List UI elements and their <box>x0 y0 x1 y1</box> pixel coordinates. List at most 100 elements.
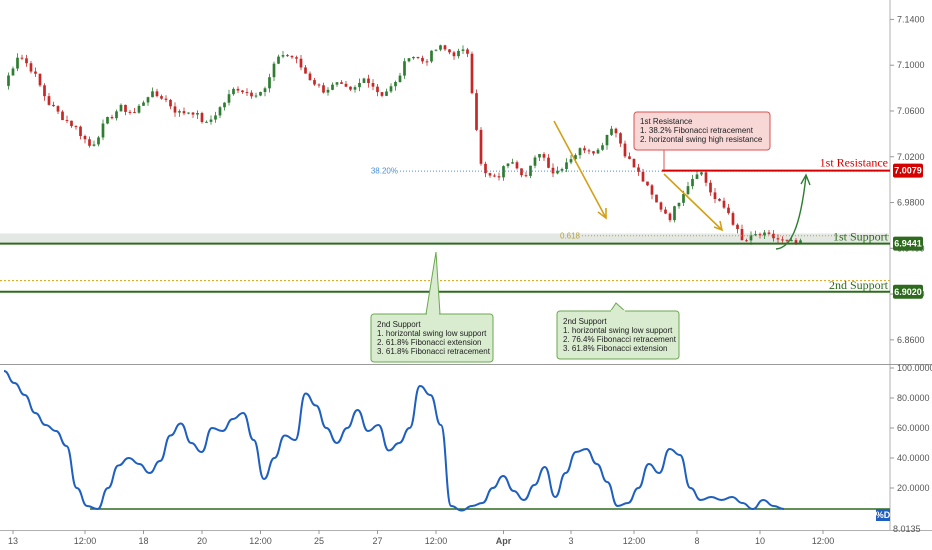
candle-body <box>61 111 64 121</box>
time-tick-label: 20 <box>197 536 207 546</box>
candle-body <box>529 165 532 176</box>
target-arrow <box>775 173 811 250</box>
time-axis[interactable]: 13 12:00 18 20 12:00 25 27 12:00 Apr 3 12:00 8 10 12:… <box>8 530 834 546</box>
candle-body <box>448 49 451 53</box>
candle-body <box>790 240 793 242</box>
resistance-note: 1st Resistance 1. 38.2% Fibonacci retrac… <box>633 111 771 170</box>
support-zone <box>0 233 890 244</box>
candle-body <box>736 224 739 230</box>
candle-body <box>515 162 519 169</box>
first-resistance-badge <box>893 163 923 178</box>
candle-body <box>470 53 474 94</box>
price-tick-label: 7.0200 <box>897 152 925 162</box>
support-note-1-line-4: 3. 61.8% Fibonacci retracement <box>377 347 491 356</box>
candle-body <box>340 82 343 84</box>
price-panel: 38.20% 0.618 1st Resistance 1st Support … <box>0 44 890 363</box>
candle-body <box>655 194 658 203</box>
candle-body <box>650 185 654 195</box>
candle-body <box>430 50 433 62</box>
candle-body <box>664 209 667 214</box>
time-tick-label: 10 <box>755 536 765 546</box>
candle-body <box>677 202 681 207</box>
candle-body <box>686 186 690 195</box>
candle-body <box>668 213 672 221</box>
time-tick-label: 3 <box>568 536 573 546</box>
candle-body <box>97 137 100 145</box>
candle-body <box>281 55 285 57</box>
time-tick-label: 27 <box>372 536 382 546</box>
candle-body <box>92 144 96 146</box>
candle-body <box>362 78 366 83</box>
candle-body <box>605 134 609 146</box>
price-tick-label: 7.1000 <box>897 60 925 70</box>
candle-body <box>551 167 555 174</box>
support-note-1-line-1: 2nd Support <box>377 320 421 329</box>
candle-body <box>227 94 231 103</box>
candle-body <box>101 123 105 138</box>
candle-body <box>178 111 181 113</box>
candle-body <box>601 145 604 150</box>
candle-body <box>38 73 42 86</box>
candle-body <box>452 52 456 57</box>
candle-body <box>106 117 109 124</box>
candle-body <box>160 96 163 99</box>
oscillator-line <box>3 370 785 512</box>
candle-body <box>569 159 573 163</box>
candle-body <box>574 155 577 160</box>
candle-body <box>533 157 537 166</box>
candle-body <box>326 89 330 93</box>
candle-body <box>313 80 316 85</box>
candle-body <box>799 240 802 244</box>
oscillator-axis[interactable]: 100.0000 80.0000 60.0000 40.0000 20.0000 <box>890 363 932 493</box>
time-tick-label: 12:00 <box>74 536 97 546</box>
candle-body <box>749 235 753 241</box>
candle-body <box>272 63 276 78</box>
candle-body <box>263 88 267 92</box>
support-note-2-line-4: 3. 61.8% Fibonacci extension <box>563 344 668 353</box>
candle-body <box>691 178 694 187</box>
candle-body <box>461 49 465 51</box>
candle-body <box>70 120 73 127</box>
candle-body <box>191 112 195 115</box>
candle-body <box>619 133 622 144</box>
candle-body <box>479 129 483 164</box>
candle-body <box>407 58 411 62</box>
candle-body <box>542 154 546 158</box>
candle-body <box>493 175 496 177</box>
candle-body <box>709 182 712 193</box>
oscillator-tick-label: 20.0000 <box>897 483 930 493</box>
candle-body <box>29 63 33 72</box>
candle-body <box>286 55 289 57</box>
candle-body <box>718 198 721 201</box>
candle-body <box>583 148 586 151</box>
candle-body <box>506 163 510 167</box>
candle-body <box>335 82 339 85</box>
time-tick-label: 12:00 <box>425 536 448 546</box>
candle-body <box>88 139 91 146</box>
candle-body <box>443 45 447 50</box>
time-tick-label: 13 <box>8 536 18 546</box>
candle-body <box>497 176 501 178</box>
candle-body <box>781 239 784 241</box>
candle-body <box>434 49 438 51</box>
candle-body <box>146 97 150 103</box>
first-support-value: 6.9441 <box>894 239 922 249</box>
candle-body <box>16 57 19 69</box>
candle-body <box>358 82 361 88</box>
candle-body <box>578 148 582 156</box>
candle-body <box>722 200 726 208</box>
candle-body <box>250 92 253 97</box>
candle-body <box>155 91 159 97</box>
price-tick-label: 7.1400 <box>897 14 925 24</box>
candle-body <box>623 143 627 157</box>
candle-body <box>232 88 235 95</box>
candle-body <box>704 172 708 183</box>
candle-body <box>43 85 46 97</box>
candle-body <box>277 56 280 64</box>
candle-body <box>556 170 559 174</box>
candle-body <box>772 233 775 239</box>
oscillator-tick-label: 100.0000 <box>897 363 932 373</box>
oscillator-tick-label: 40.0000 <box>897 453 930 463</box>
candle-body <box>182 111 186 114</box>
level-badges: 7.0079 6.9441 6.9020 <box>893 163 923 299</box>
